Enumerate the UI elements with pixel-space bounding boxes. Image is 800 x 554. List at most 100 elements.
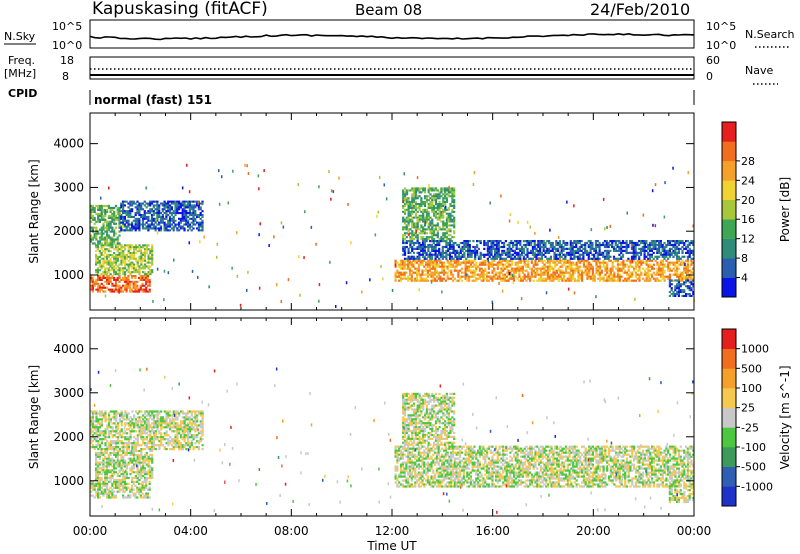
data-cell xyxy=(194,204,197,207)
data-cell xyxy=(515,245,518,249)
data-cell xyxy=(580,257,583,260)
data-cell xyxy=(414,271,417,274)
data-cell xyxy=(449,189,452,192)
data-cell xyxy=(649,279,652,282)
data-cell xyxy=(572,275,575,278)
data-cell xyxy=(123,484,126,487)
data-cell xyxy=(107,255,110,258)
data-cell xyxy=(102,412,105,415)
data-cell xyxy=(495,249,498,252)
data-cell xyxy=(105,469,109,472)
data-cell xyxy=(102,492,105,495)
data-cell xyxy=(107,228,110,231)
data-cell xyxy=(439,265,442,268)
data-cell xyxy=(548,240,551,243)
data-cell xyxy=(453,204,456,207)
data-cell xyxy=(104,244,107,247)
scatter-cell xyxy=(424,221,427,225)
data-cell xyxy=(167,221,170,224)
data-cell xyxy=(95,244,98,247)
data-cell xyxy=(512,245,515,249)
data-cell xyxy=(125,200,128,203)
data-cell xyxy=(436,241,439,245)
data-cell xyxy=(421,245,425,249)
data-cell xyxy=(508,253,511,256)
data-cell xyxy=(494,277,498,280)
data-cell xyxy=(149,469,152,472)
data-cell xyxy=(444,193,447,196)
data-cell xyxy=(683,291,686,294)
data-cell xyxy=(147,273,150,276)
data-cell xyxy=(127,494,130,497)
data-cell xyxy=(688,255,691,258)
scatter-cell xyxy=(100,196,102,200)
data-cell xyxy=(416,277,419,280)
data-cell xyxy=(398,279,401,282)
data-cell xyxy=(98,476,101,479)
data-cell xyxy=(434,271,437,274)
data-cell xyxy=(486,271,489,274)
data-cell xyxy=(501,245,504,249)
data-cell xyxy=(434,249,437,252)
data-cell xyxy=(652,263,655,266)
data-cell xyxy=(470,249,473,252)
data-cell xyxy=(127,246,130,249)
data-cell xyxy=(690,249,693,252)
data-cell xyxy=(452,243,455,247)
data-cell xyxy=(456,257,459,260)
data-cell xyxy=(457,257,461,260)
data-cell xyxy=(143,275,146,278)
data-cell xyxy=(629,279,632,282)
data-cell xyxy=(478,267,481,270)
data-cell xyxy=(445,224,448,227)
data-cell xyxy=(136,259,139,262)
data-cell xyxy=(536,273,539,276)
data-cell xyxy=(442,269,446,272)
data-cell xyxy=(501,253,504,256)
scatter-cell xyxy=(268,244,270,247)
data-cell xyxy=(100,218,103,221)
data-cell xyxy=(96,473,99,476)
data-cell xyxy=(185,206,188,209)
data-cell xyxy=(630,240,634,243)
data-cell xyxy=(551,247,554,250)
data-cell xyxy=(154,212,157,215)
data-cell xyxy=(192,212,195,215)
data-cell xyxy=(517,255,520,258)
data-cell xyxy=(444,265,447,268)
data-cell xyxy=(627,259,630,262)
data-cell xyxy=(109,269,112,272)
data-cell xyxy=(438,197,441,200)
data-cell xyxy=(437,277,440,280)
data-cell xyxy=(140,475,143,478)
data-cell xyxy=(172,215,175,218)
data-cell xyxy=(134,290,137,293)
data-cell xyxy=(114,284,118,287)
data-cell xyxy=(552,261,555,264)
data-cell xyxy=(638,275,641,278)
data-cell xyxy=(125,229,128,232)
data-cell xyxy=(446,277,449,280)
data-cell xyxy=(561,271,564,274)
data-cell xyxy=(539,251,542,254)
data-cell xyxy=(134,476,137,479)
data-cell xyxy=(575,269,578,272)
data-cell xyxy=(129,469,132,472)
data-cell xyxy=(681,283,684,286)
data-cell xyxy=(104,212,107,215)
data-cell xyxy=(120,253,123,256)
data-cell xyxy=(618,253,621,256)
data-cell xyxy=(431,208,434,211)
data-cell xyxy=(95,259,98,262)
data-cell xyxy=(421,271,424,274)
data-cell xyxy=(430,273,433,276)
data-cell xyxy=(590,267,593,270)
data-cell xyxy=(109,471,112,474)
data-cell xyxy=(600,243,603,247)
data-cell xyxy=(674,249,677,252)
data-cell xyxy=(138,455,141,458)
data-cell xyxy=(421,269,424,272)
data-cell xyxy=(104,255,107,258)
data-cell xyxy=(143,253,147,256)
